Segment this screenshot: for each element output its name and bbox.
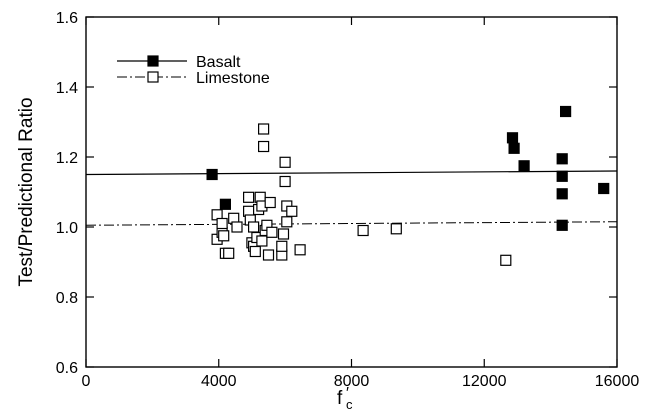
y-tick-label: 1.0 [56, 220, 78, 237]
point-basalt [559, 105, 572, 118]
point-limestone [294, 244, 306, 256]
point-basalt [598, 182, 610, 195]
point-limestone [258, 140, 270, 153]
y-tick-label: 1.2 [56, 150, 78, 167]
point-limestone [258, 123, 270, 135]
y-tick-label: 0.8 [56, 290, 78, 307]
legend-marker-limestone [147, 71, 159, 83]
x-tick-label: 4000 [201, 373, 237, 390]
fit-line-basalt [85, 170, 618, 176]
x-tick-label: 8000 [334, 373, 370, 390]
axis-ticks: 0 4000 8000 12000 16000 0.6 0.8 1.0 1.2 1.4 1.6 [56, 10, 640, 390]
point-basalt [206, 168, 218, 181]
fit-line-limestone [85, 221, 618, 226]
x-tick-label: 16000 [595, 373, 640, 390]
legend-label-limestone: Limestone [196, 70, 270, 87]
point-basalt [219, 198, 231, 210]
point-limestone [231, 221, 243, 233]
point-limestone [500, 254, 512, 266]
point-limestone [248, 221, 260, 233]
point-limestone [279, 175, 291, 188]
point-limestone [262, 249, 275, 261]
x-axis-title-prime: ′ [346, 385, 349, 402]
point-limestone [279, 156, 291, 168]
point-limestone [218, 230, 230, 242]
point-limestone [249, 245, 261, 258]
plot-area [85, 16, 618, 368]
point-limestone [286, 205, 298, 217]
point-limestone [281, 216, 293, 228]
point-basalt [556, 170, 568, 182]
legend-marker-basalt [147, 55, 159, 67]
legend: Basalt Limestone [117, 54, 270, 87]
fit-lines [85, 170, 618, 226]
x-tick-label: 12000 [462, 373, 507, 390]
point-limestone [264, 196, 276, 209]
y-tick-label: 1.4 [56, 80, 78, 97]
x-tick-label: 0 [82, 373, 91, 390]
x-axis-title: f ′ c [337, 385, 353, 412]
point-limestone [276, 240, 288, 252]
point-limestone [223, 247, 235, 259]
point-basalt [556, 188, 568, 200]
point-limestone [357, 224, 369, 237]
point-basalt [556, 219, 568, 231]
point-basalt [518, 160, 530, 172]
y-tick-label: 1.6 [56, 10, 78, 27]
point-limestone [243, 191, 255, 203]
y-axis-title: Test/Predictional Ratio [16, 97, 37, 286]
point-basalt [506, 132, 519, 144]
point-limestone [216, 217, 228, 230]
point-limestone [256, 235, 268, 247]
point-basalt [556, 153, 568, 165]
y-tick-label: 0.6 [56, 360, 78, 377]
point-basalt [508, 142, 520, 154]
data-points [206, 105, 610, 266]
point-limestone [266, 226, 278, 238]
x-axis-title-subscript: c [346, 397, 353, 412]
x-axis-title-base: f [337, 388, 343, 409]
point-limestone [390, 223, 402, 235]
point-limestone [277, 228, 290, 240]
legend-label-basalt: Basalt [196, 54, 241, 71]
